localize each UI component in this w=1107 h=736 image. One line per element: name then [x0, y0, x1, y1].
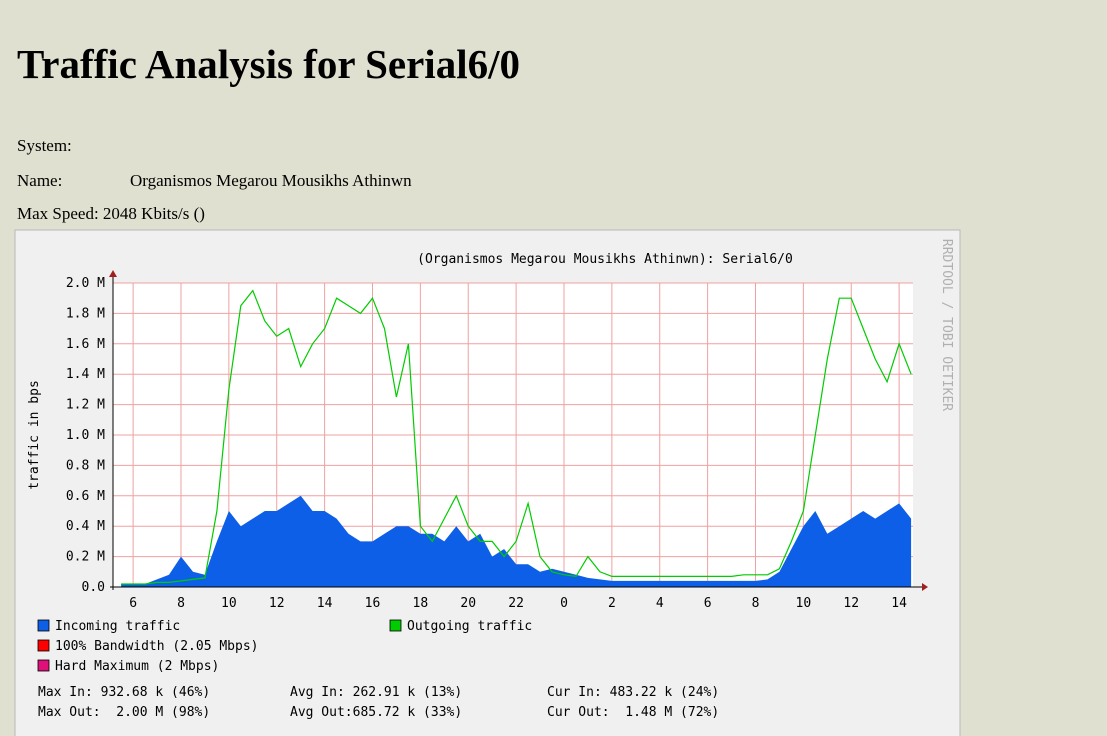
legend-swatch	[37, 639, 50, 652]
legend-label: Hard Maximum (2 Mbps)	[55, 659, 219, 674]
y-tick-label: 1.6 M	[66, 337, 105, 352]
y-tick-label: 1.4 M	[66, 367, 105, 382]
x-tick-label: 12	[843, 596, 859, 611]
y-axis-label: traffic in bps	[27, 380, 42, 490]
x-tick-label: 10	[221, 596, 237, 611]
stat: Avg Out:685.72 k (33%)	[290, 705, 462, 720]
y-tick-label: 0.2 M	[66, 550, 105, 565]
x-tick-label: 12	[269, 596, 285, 611]
x-tick-label: 10	[796, 596, 812, 611]
legend-label: 100% Bandwidth (2.05 Mbps)	[55, 639, 259, 654]
y-arrow	[109, 270, 117, 277]
x-tick-label: 6	[704, 596, 712, 611]
watermark: RRDTOOL / TOBI OETIKER	[939, 239, 954, 411]
stat: Cur In: 483.22 k (24%)	[547, 685, 719, 700]
max-speed: Max Speed: 2048 Kbits/s ()	[17, 204, 205, 223]
legend-label: Incoming traffic	[55, 619, 180, 634]
y-tick-label: 1.8 M	[66, 306, 105, 321]
line	[121, 289, 912, 585]
x-tick-label: 6	[129, 596, 137, 611]
stat: Max Out: 2.00 M (98%)	[38, 705, 210, 720]
page-title: Traffic Analysis for Serial6/0	[17, 41, 520, 87]
x-tick-label: 18	[413, 596, 429, 611]
x-tick-label: 2	[608, 596, 616, 611]
y-tick-label: 1.0 M	[66, 428, 105, 443]
legend-swatch	[389, 619, 402, 632]
legend-swatch	[37, 659, 50, 672]
name-value: Organismos Megarou Mousikhs Athinwn	[130, 171, 412, 190]
name-label: Name:	[17, 171, 62, 190]
stat: Cur Out: 1.48 M (72%)	[547, 705, 719, 720]
y-tick-label: 0.6 M	[66, 489, 105, 504]
system-label: System:	[17, 136, 72, 155]
x-tick-label: 14	[317, 596, 333, 611]
x-tick-label: 16	[365, 596, 381, 611]
y-tick-label: 0.0	[82, 580, 105, 595]
x-tick-label: 20	[460, 596, 476, 611]
stat: Avg In: 262.91 k (13%)	[290, 685, 462, 700]
x-tick-label: 14	[891, 596, 907, 611]
plot	[113, 282, 913, 588]
area	[121, 495, 912, 587]
x-tick-label: 22	[508, 596, 524, 611]
y-tick-label: 0.4 M	[66, 519, 105, 534]
legend-swatch	[37, 619, 50, 632]
stat: Max In: 932.68 k (46%)	[38, 685, 210, 700]
y-tick-label: 0.8 M	[66, 458, 105, 473]
x-tick-label: 4	[656, 596, 664, 611]
y-tick-label: 1.2 M	[66, 398, 105, 413]
chart-title: (Organismos Megarou Mousikhs Athinwn): S…	[417, 252, 793, 267]
x-tick-label: 8	[752, 596, 760, 611]
legend-label: Outgoing traffic	[407, 619, 532, 634]
x-tick-label: 8	[177, 596, 185, 611]
x-tick-label: 0	[560, 596, 568, 611]
x-arrow	[922, 583, 928, 591]
y-tick-label: 2.0 M	[66, 276, 105, 291]
